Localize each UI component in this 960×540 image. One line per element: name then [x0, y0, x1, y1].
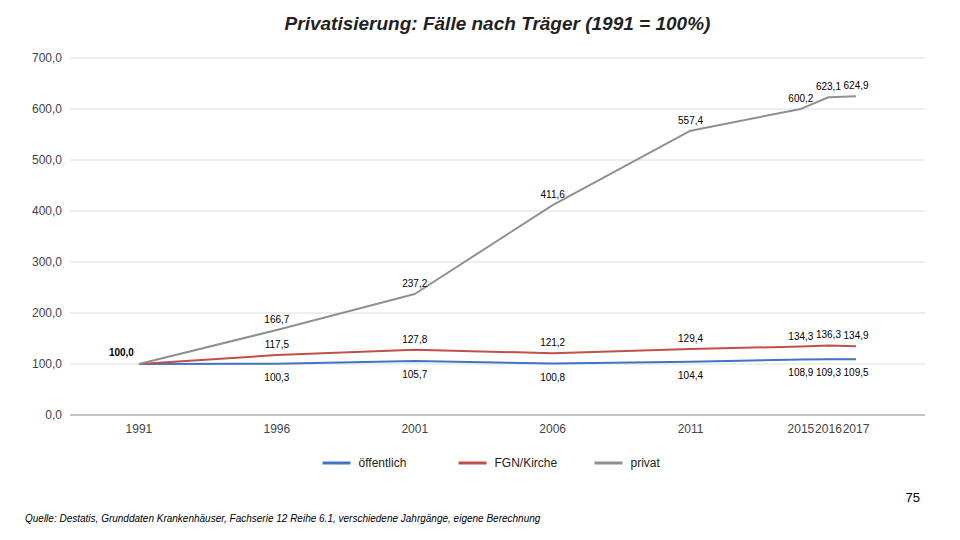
data-label: 557,4 [678, 115, 703, 126]
grid-line [70, 211, 925, 212]
grid-line [70, 262, 925, 263]
series-line [139, 345, 856, 364]
x-tick-label: 2015 [788, 422, 815, 436]
data-label: 624,9 [844, 80, 869, 91]
legend-swatch [459, 462, 487, 465]
x-tick-label: 1991 [126, 422, 153, 436]
legend-swatch [323, 462, 351, 465]
chart: Privatisierung: Fälle nach Träger (1991 … [0, 0, 960, 540]
legend-swatch [595, 462, 623, 465]
x-tick-label: 2001 [401, 422, 428, 436]
x-tick-label: 2011 [678, 422, 704, 436]
data-label: 109,5 [844, 367, 869, 378]
legend-label: FGN/Kirche [495, 456, 558, 470]
data-label: 109,3 [816, 367, 841, 378]
grid-line [70, 160, 925, 161]
lines [139, 96, 856, 364]
data-label: 100,8 [540, 372, 565, 383]
data-label: 136,3 [816, 329, 841, 340]
data-label: 134,3 [788, 331, 813, 342]
data-label: 100,3 [264, 372, 289, 383]
legend-label: öffentlich [359, 456, 407, 470]
x-tick-label: 1996 [264, 422, 291, 436]
data-label: 623,1 [816, 81, 841, 92]
y-tick-label: 100,0 [32, 357, 62, 371]
grid-line [70, 58, 925, 59]
x-tick-label: 2006 [539, 422, 566, 436]
data-label: 108,9 [788, 367, 813, 378]
data-label: 166,7 [264, 314, 289, 325]
source-note: Quelle: Destatis, Grunddaten Krankenhäus… [25, 513, 541, 524]
legend: öffentlich FGN/Kirche privat [323, 456, 661, 470]
x-axis-line [70, 415, 925, 416]
x-tick-label: 2016 [815, 422, 842, 436]
grid-line [70, 313, 925, 314]
y-tick-label: 200,0 [32, 306, 62, 320]
grid [70, 58, 925, 415]
data-label: 134,9 [844, 330, 869, 341]
x-tick-label: 2017 [843, 422, 870, 436]
y-tick-label: 700,0 [32, 51, 62, 65]
series-line [139, 359, 856, 364]
y-tick-label: 0,0 [45, 408, 62, 422]
y-tick-label: 500,0 [32, 153, 62, 167]
data-label: 127,8 [402, 334, 427, 345]
series-line [139, 96, 856, 364]
y-tick-label: 600,0 [32, 102, 62, 116]
data-label: 104,4 [678, 370, 703, 381]
data-label: 121,2 [540, 337, 565, 348]
grid-line [70, 415, 925, 416]
page-number: 75 [906, 490, 920, 505]
data-label: 100,0 [109, 347, 134, 358]
y-tick-label: 400,0 [32, 204, 62, 218]
data-label: 237,2 [402, 278, 427, 289]
data-labels: 100,0 100,3 105,7 100,8 104,4 108,9109,3109,5… [109, 80, 869, 383]
data-label: 129,4 [678, 333, 703, 344]
data-label: 411,6 [541, 189, 566, 200]
data-label: 117,5 [265, 339, 290, 350]
data-label: 600,2 [788, 93, 813, 104]
legend-label: privat [631, 456, 661, 470]
title: Privatisierung: Fälle nach Träger (1991 … [285, 13, 711, 34]
y-tick-label: 300,0 [32, 255, 62, 269]
data-label: 105,7 [402, 369, 427, 380]
